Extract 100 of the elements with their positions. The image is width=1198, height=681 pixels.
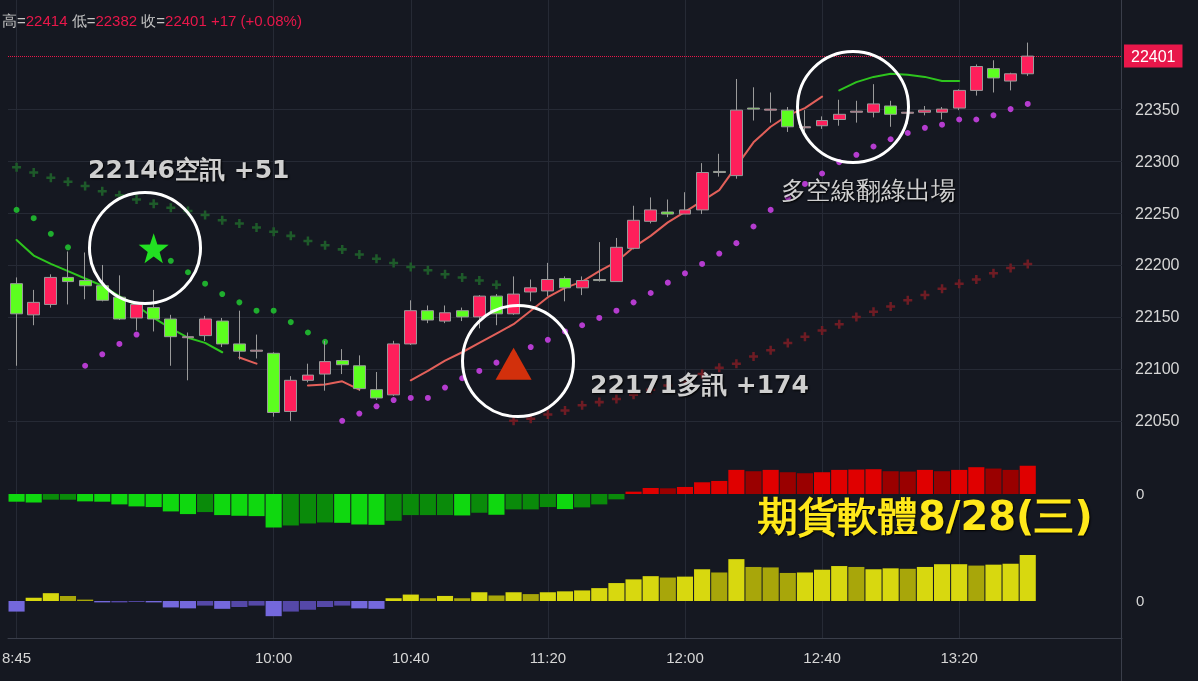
bar bbox=[659, 488, 676, 494]
candlestick bbox=[1021, 42, 1034, 77]
point bbox=[611, 394, 621, 404]
candlestick bbox=[747, 86, 760, 122]
y-tick-label: 22350 bbox=[1135, 100, 1180, 118]
candlestick bbox=[456, 307, 469, 322]
point bbox=[12, 162, 22, 172]
candlestick bbox=[953, 88, 966, 111]
text: 0 bbox=[1136, 592, 1145, 610]
point bbox=[647, 290, 654, 297]
candlestick bbox=[147, 289, 160, 332]
point bbox=[269, 227, 279, 237]
point bbox=[99, 351, 106, 358]
line-series bbox=[838, 72, 961, 92]
bar bbox=[8, 601, 25, 612]
bar bbox=[762, 469, 779, 494]
point bbox=[990, 112, 997, 119]
x-tick-label: 8:45 bbox=[1, 649, 32, 666]
point bbox=[939, 121, 946, 128]
candlestick bbox=[164, 314, 177, 367]
point bbox=[354, 250, 364, 260]
point bbox=[613, 307, 620, 314]
candlestick bbox=[439, 304, 451, 324]
bar bbox=[556, 494, 574, 510]
point bbox=[699, 260, 706, 267]
point bbox=[46, 173, 56, 183]
candlestick bbox=[576, 275, 589, 296]
point bbox=[30, 215, 37, 222]
point bbox=[236, 299, 243, 306]
candlestick bbox=[199, 315, 212, 342]
candlestick bbox=[559, 275, 571, 302]
candlestick bbox=[661, 199, 674, 218]
point bbox=[389, 258, 399, 268]
candlestick bbox=[284, 375, 297, 422]
candlestick bbox=[679, 191, 691, 215]
candlestick bbox=[696, 162, 709, 215]
point bbox=[1023, 259, 1033, 269]
y-tick-label: 22150 bbox=[1135, 308, 1180, 326]
candlestick bbox=[713, 153, 726, 178]
candlestick bbox=[867, 83, 880, 118]
candlestick bbox=[250, 334, 263, 359]
point bbox=[406, 262, 416, 272]
candlestick bbox=[918, 105, 931, 116]
point bbox=[664, 279, 671, 286]
point bbox=[988, 268, 998, 278]
point bbox=[184, 269, 191, 276]
candlestick bbox=[850, 100, 863, 124]
candlestick bbox=[233, 310, 246, 361]
text: 高=22414 低=22382 收=22401 +17 (+0.08%) bbox=[2, 12, 302, 30]
candlestick bbox=[987, 59, 1000, 93]
point bbox=[491, 280, 501, 290]
x-tick-label: 10:00 bbox=[254, 649, 293, 666]
bar bbox=[197, 494, 214, 513]
bar bbox=[197, 601, 214, 606]
bar bbox=[471, 494, 488, 513]
point bbox=[766, 345, 776, 355]
x-tick-label: 11:20 bbox=[529, 649, 567, 666]
point bbox=[543, 410, 553, 420]
bar bbox=[214, 601, 231, 609]
point bbox=[132, 195, 142, 204]
point bbox=[390, 397, 397, 404]
ref-line-label: 22401 bbox=[1131, 47, 1176, 65]
candlestick bbox=[884, 100, 897, 128]
annotation: 多空線翻綠出場 bbox=[781, 176, 956, 206]
point bbox=[1024, 100, 1031, 107]
candlestick bbox=[336, 348, 349, 375]
point bbox=[817, 325, 827, 335]
point bbox=[594, 397, 604, 407]
point bbox=[407, 394, 414, 401]
point bbox=[371, 254, 381, 264]
bar bbox=[711, 572, 728, 601]
candlestick bbox=[781, 106, 794, 133]
candlestick bbox=[96, 264, 109, 302]
point bbox=[440, 269, 450, 279]
point bbox=[544, 336, 551, 343]
bar bbox=[916, 469, 933, 494]
bar bbox=[728, 559, 745, 601]
x-tick-label: 13:20 bbox=[940, 649, 978, 666]
candlestick bbox=[370, 371, 383, 401]
candlestick bbox=[541, 262, 554, 297]
annotation: 期貨軟體8/28(三) bbox=[758, 492, 1093, 540]
y-tick-label: 22200 bbox=[1135, 256, 1180, 274]
point bbox=[270, 307, 277, 314]
point bbox=[714, 363, 724, 373]
candlestick bbox=[62, 250, 74, 305]
text: 0 bbox=[1136, 485, 1145, 503]
candlestick bbox=[387, 340, 400, 397]
point bbox=[149, 199, 159, 209]
point bbox=[596, 314, 603, 321]
y-tick-label: 22050 bbox=[1135, 412, 1180, 430]
candlestick bbox=[10, 276, 23, 367]
y-tick-label: 22300 bbox=[1135, 152, 1180, 170]
point bbox=[457, 272, 467, 282]
x-tick-label: 12:00 bbox=[666, 649, 704, 666]
candlestick bbox=[593, 241, 606, 283]
point bbox=[424, 394, 431, 401]
candlestick bbox=[182, 332, 194, 381]
bar bbox=[899, 568, 916, 601]
candlestick bbox=[730, 78, 743, 180]
point bbox=[373, 403, 380, 410]
